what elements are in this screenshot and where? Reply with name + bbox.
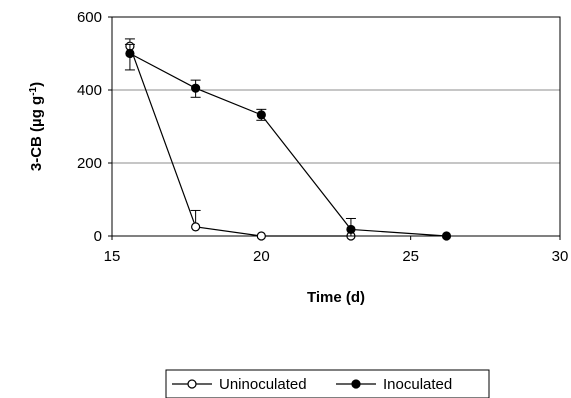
data-point	[256, 231, 266, 241]
series-line-uninoculated	[129, 45, 351, 237]
x-tick-label-30: 30	[552, 248, 569, 265]
y-axis-title-base: 3-CB (µg g	[28, 96, 45, 171]
y-axis-title-superscript: -1	[28, 86, 39, 95]
x-tick-label-20: 20	[253, 248, 270, 265]
data-point	[191, 83, 201, 93]
gridlines	[112, 89, 560, 164]
series-line-inoculated	[129, 52, 447, 237]
y-axis-title: 3-CB (µg g-1)	[28, 82, 46, 171]
legend-marker	[187, 379, 197, 389]
y-axis-title-close: )	[28, 82, 45, 87]
legend-items: Uninoculated Inoculated	[172, 376, 452, 393]
y-tick-label-200: 200	[77, 155, 102, 172]
data-point	[346, 224, 356, 235]
legend-box	[165, 369, 490, 398]
y-tick-label-400: 400	[77, 82, 102, 99]
y-tick-label-0: 0	[94, 228, 102, 245]
legend-item-inoculated: Inoculated	[336, 376, 452, 393]
x-axis-title: Time (d)	[307, 289, 365, 306]
x-axis: 15 20 25 30	[104, 236, 569, 265]
data-point	[191, 222, 201, 232]
legend-label: Uninoculated	[219, 376, 307, 393]
legend-marker	[351, 379, 361, 389]
legend-item-uninoculated: Uninoculated	[172, 376, 307, 393]
x-tick-label-25: 25	[402, 248, 419, 265]
series-layer	[124, 38, 452, 241]
x-tick-label-15: 15	[104, 248, 121, 265]
data-point	[256, 110, 266, 120]
data-point	[441, 231, 452, 241]
y-tick-label-600: 600	[77, 9, 102, 26]
legend-label: Inoculated	[383, 376, 452, 393]
data-point	[125, 48, 135, 59]
series-inoculated	[124, 43, 452, 241]
plot-area-frame	[111, 16, 561, 237]
legend: Uninoculated Inoculated	[165, 369, 490, 398]
y-axis: 0 200 400 600	[77, 9, 112, 245]
